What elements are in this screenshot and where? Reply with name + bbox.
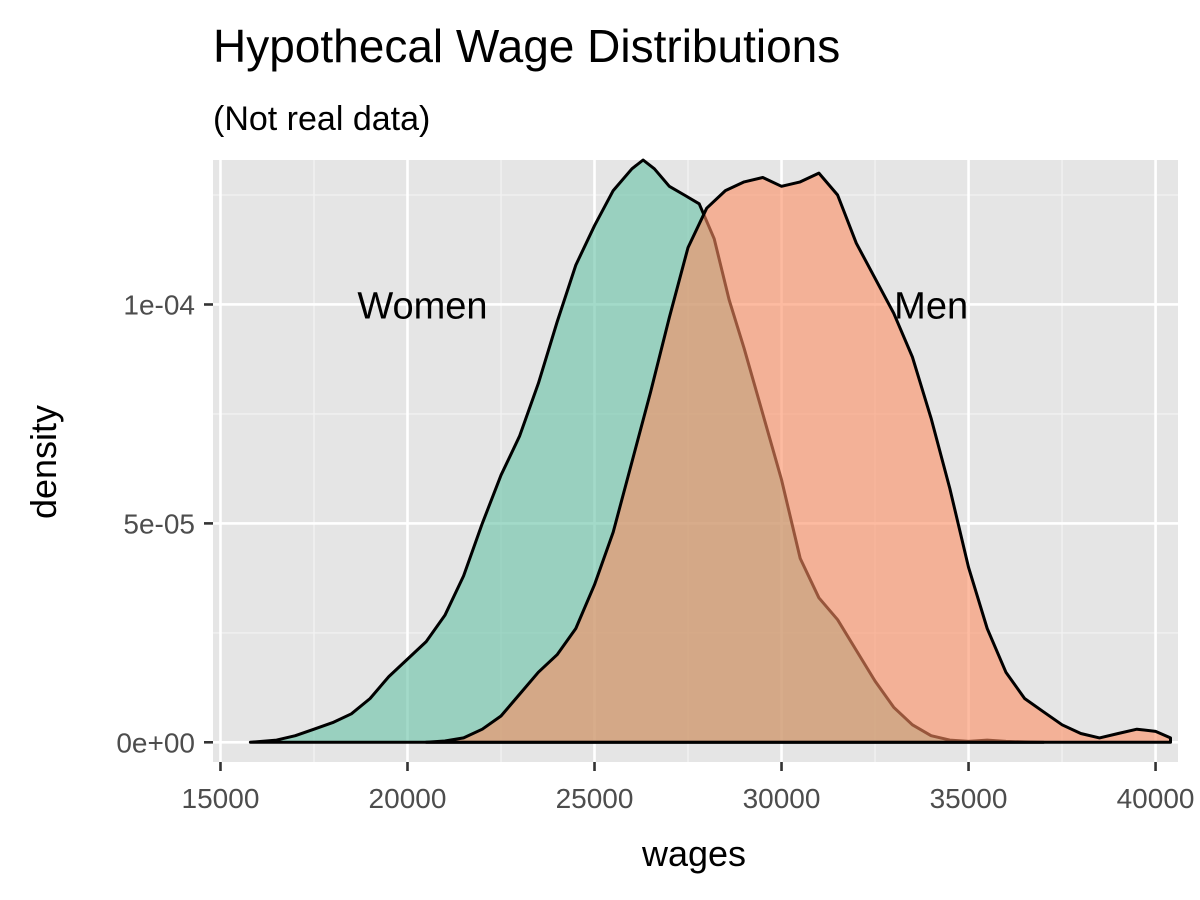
x-axis: 15000 20000 25000 30000 35000 40000	[182, 762, 1195, 814]
chart-subtitle: (Not real data)	[213, 100, 430, 138]
density-areas	[248, 158, 1172, 744]
x-tick-label: 15000	[182, 783, 260, 814]
x-tick-label: 30000	[743, 783, 821, 814]
y-axis: 0e+00 5e-05 1e-04	[116, 289, 213, 758]
y-tick-label: 1e-04	[123, 289, 195, 320]
y-tick-label: 0e+00	[116, 727, 195, 758]
x-tick-label: 35000	[930, 783, 1008, 814]
x-axis-title: wages	[641, 833, 746, 874]
x-tick-label: 20000	[369, 783, 447, 814]
y-axis-title: density	[23, 405, 64, 519]
x-tick-label: 25000	[556, 783, 634, 814]
annotation-women: Women	[357, 285, 487, 327]
y-tick-label: 5e-05	[123, 508, 195, 539]
density-area-men	[424, 171, 1172, 744]
annotation-men: Men	[894, 285, 968, 327]
chart-title: Hypothecal Wage Distributions	[213, 20, 840, 72]
x-tick-label: 40000	[1117, 783, 1195, 814]
